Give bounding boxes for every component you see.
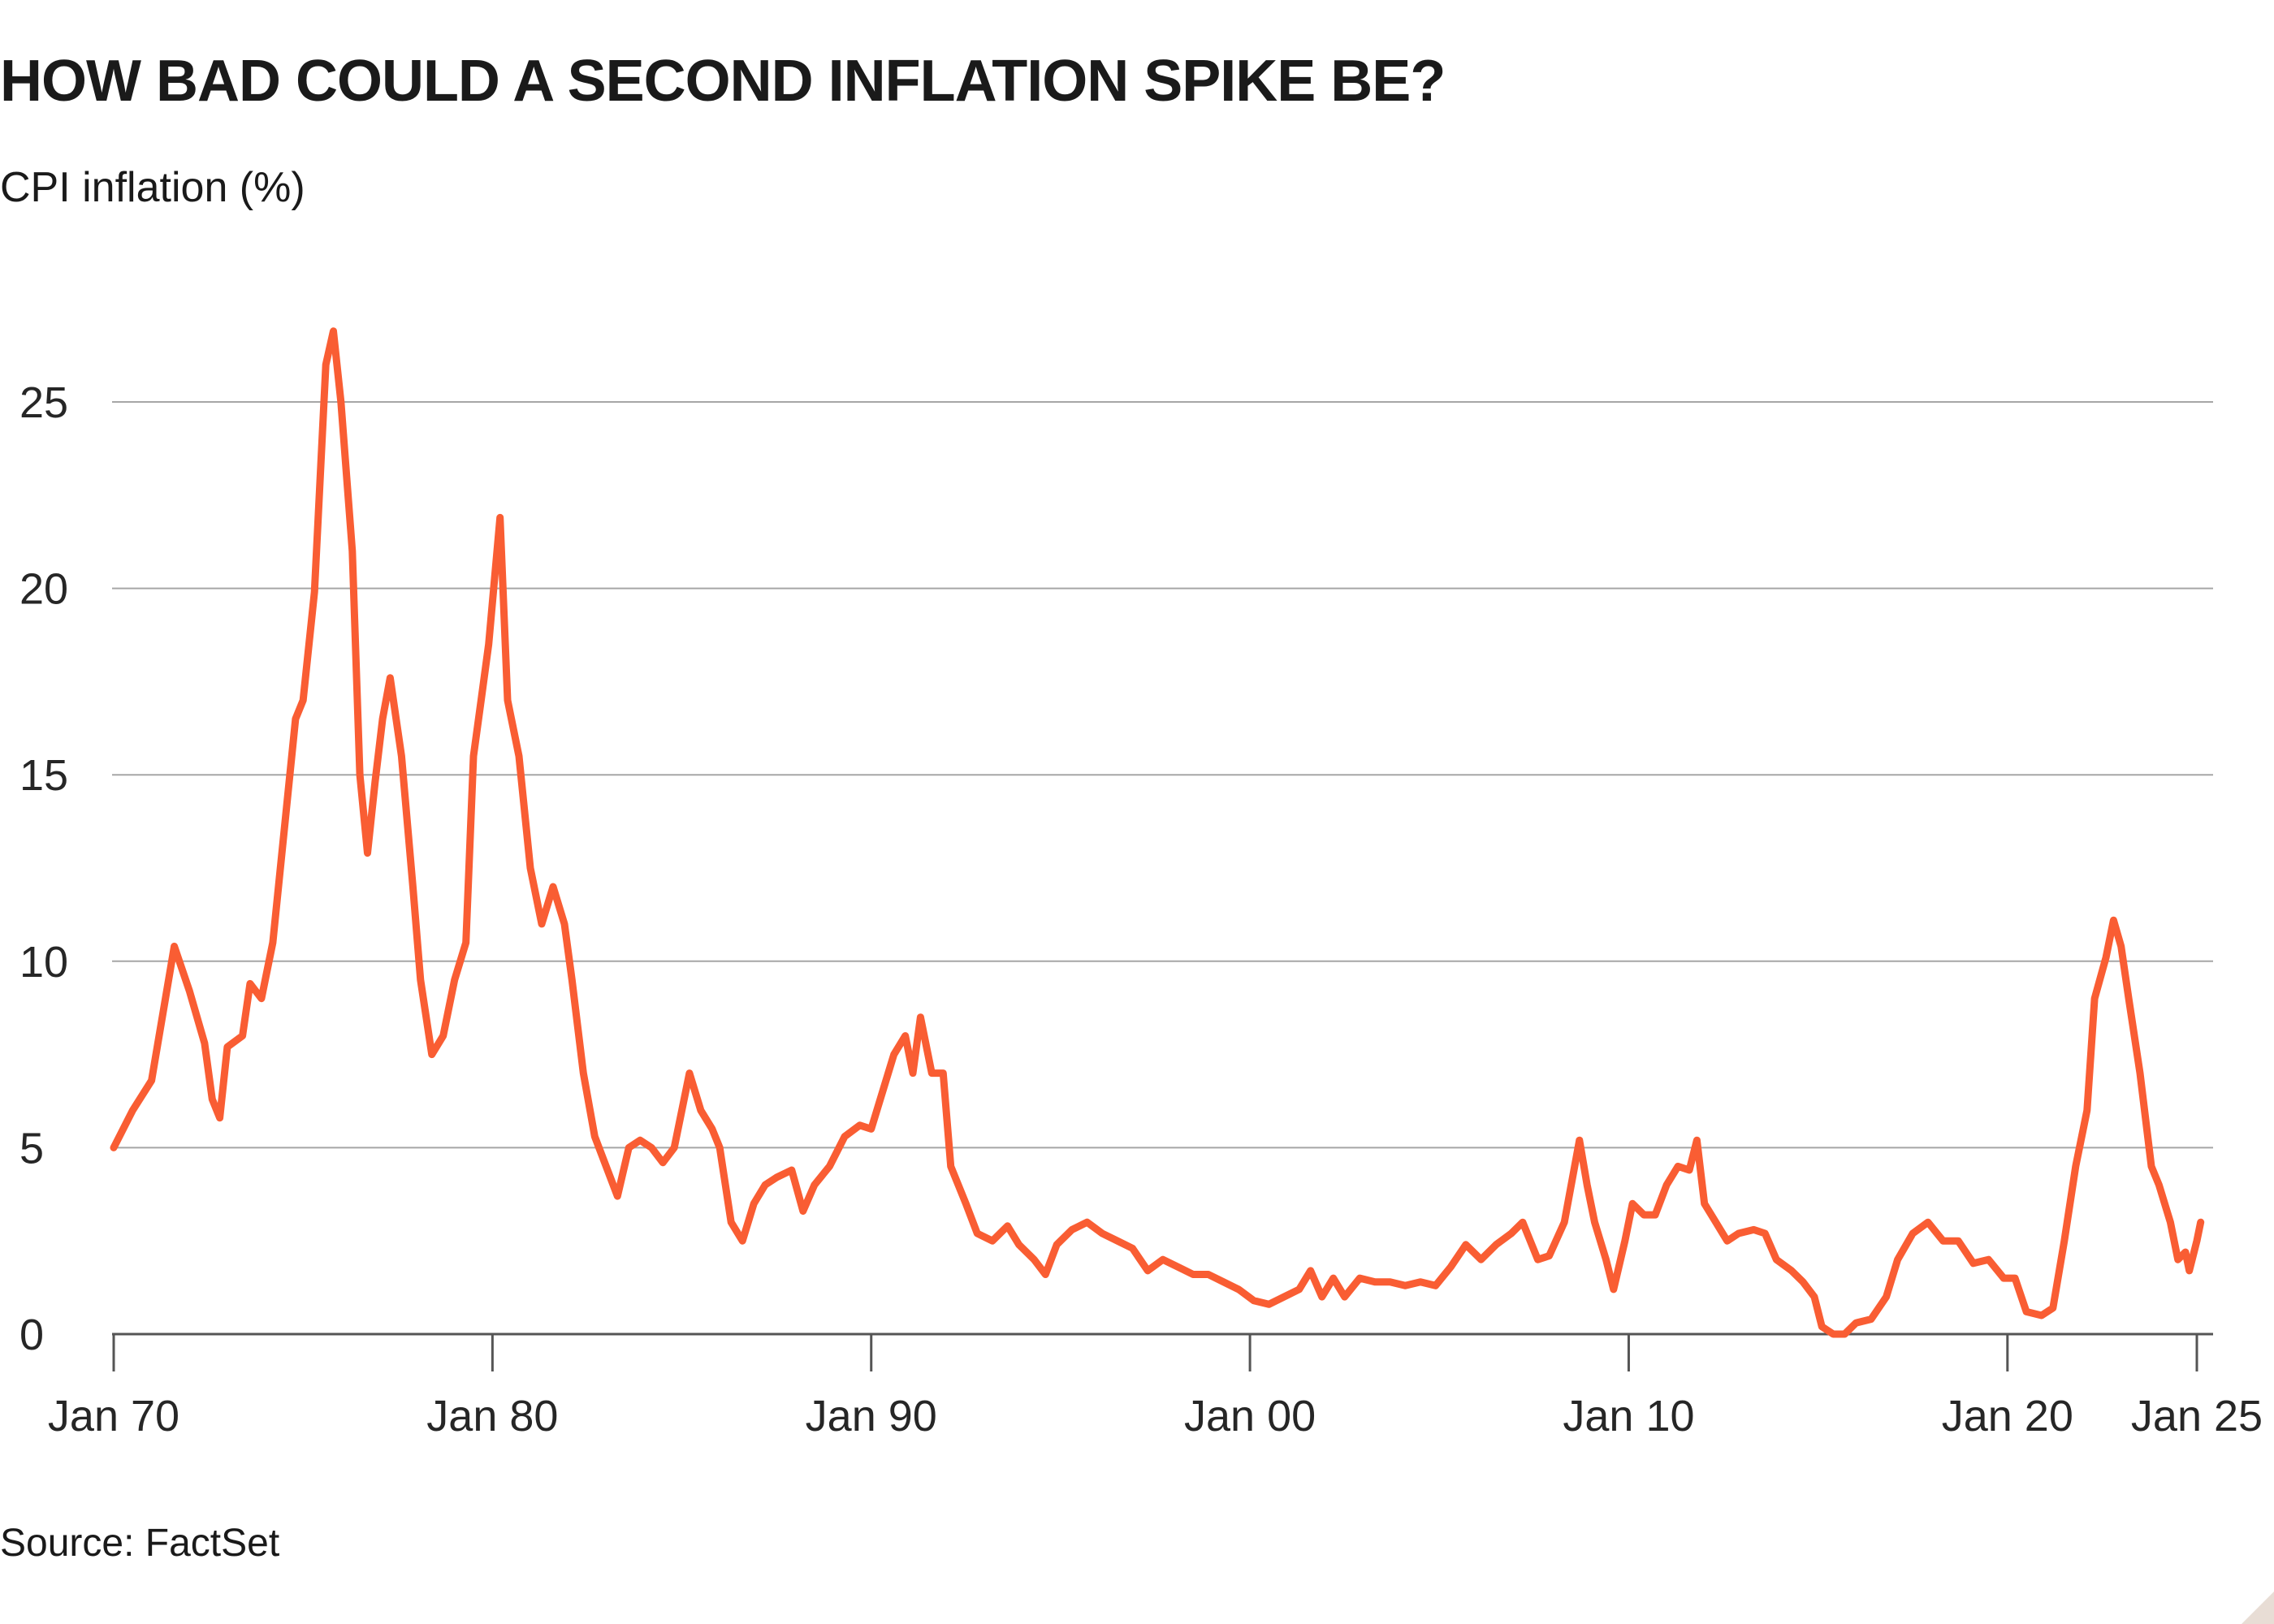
x-tick-label: Jan 80 xyxy=(426,1392,558,1440)
x-tick-label: Jan 25 xyxy=(2131,1392,2263,1440)
x-tick-label: Jan 90 xyxy=(806,1392,937,1440)
y-tick-label: 10 xyxy=(19,938,68,987)
y-tick-label: 20 xyxy=(19,565,68,614)
source-note: Source: FactSet xyxy=(0,1522,279,1565)
y-tick-label: 15 xyxy=(19,751,68,800)
y-tick-label: 5 xyxy=(19,1124,44,1173)
x-tick-label: Jan 70 xyxy=(48,1392,179,1440)
data-line xyxy=(110,327,2205,1338)
x-tick-label: Jan 20 xyxy=(1942,1392,2073,1440)
chart-subtitle: CPI inflation (%) xyxy=(0,164,305,211)
x-tick-label: Jan 00 xyxy=(1184,1392,1316,1440)
y-tick-label: 25 xyxy=(19,378,68,427)
y-tick-label: 0 xyxy=(19,1311,44,1359)
chart-title: HOW BAD COULD A SECOND INFLATION SPIKE B… xyxy=(0,49,1445,114)
corner-decoration xyxy=(2242,1592,2274,1624)
x-tick-label: Jan 10 xyxy=(1563,1392,1694,1440)
